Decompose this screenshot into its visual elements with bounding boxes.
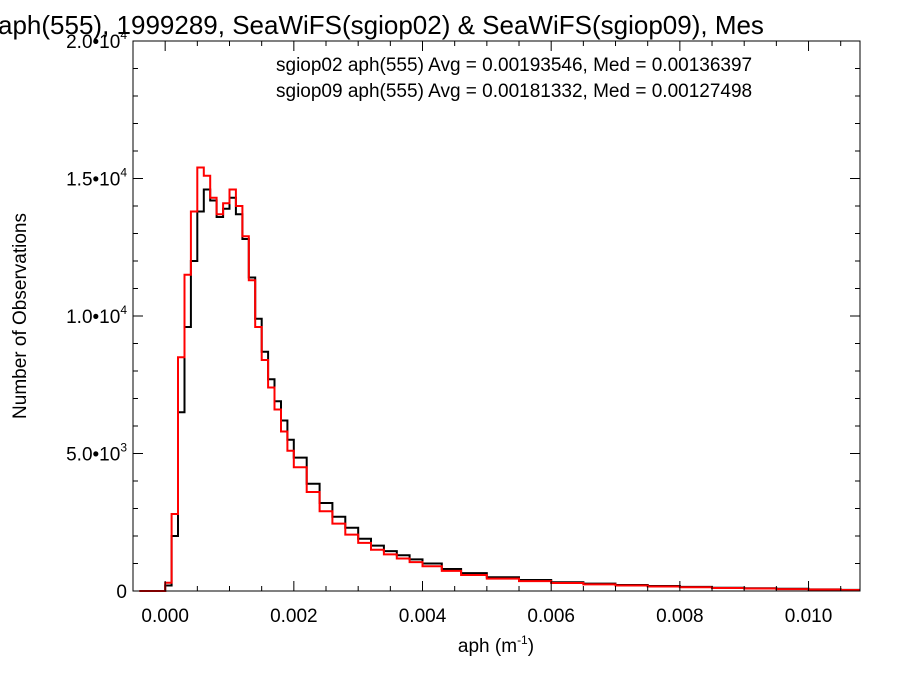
plot-frame [132, 40, 861, 592]
x-tick-label: 0.006 [527, 606, 575, 627]
x-tick-label: 0.008 [656, 606, 704, 627]
annotation-sgiop02: sgiop02 aph(555) Avg = 0.00193546, Med =… [276, 55, 752, 76]
y-tick-label-exponent: 3 [120, 441, 127, 455]
y-tick-label: 5.0•103 [66, 441, 127, 466]
x-tick-label: 0.004 [399, 606, 447, 627]
histogram-curves [139, 166, 860, 592]
series-line-sgiop09 [139, 166, 860, 592]
x-axis-ticks: 0.000 0.002 0.004 0.006 0.008 0.010 [141, 41, 842, 627]
y-tick-label-mantissa: 1.0•10 [66, 307, 120, 328]
y-axis-label: Number of Observations [10, 213, 31, 419]
y-tick-label: 1.0•104 [66, 303, 127, 328]
y-tick-label-exponent: 4 [120, 28, 127, 42]
x-axis-label-exponent: -1 [517, 633, 528, 647]
y-tick-label: 1.5•104 [66, 166, 127, 191]
x-axis-label-base: aph (m [458, 636, 517, 657]
x-tick-label: 0.000 [141, 606, 189, 627]
x-axis-label: aph (m-1) [458, 633, 534, 657]
x-tick-label: 0.010 [785, 606, 833, 627]
series-line-sgiop02 [139, 188, 860, 592]
y-tick-label: 2.0•104 [66, 28, 127, 53]
annotation-sgiop09: sgiop09 aph(555) Avg = 0.00181332, Med =… [276, 81, 752, 102]
y-tick-label-mantissa: 1.5•10 [66, 170, 120, 191]
x-axis-label-end: ) [528, 636, 534, 657]
y-tick-label: 0 [116, 582, 127, 603]
chart-title: aph(555), 1999289, SeaWiFS(sgiop02) & Se… [0, 10, 764, 40]
y-tick-label-mantissa: 0 [116, 582, 127, 603]
y-tick-label-exponent: 4 [120, 303, 127, 317]
y-tick-label-exponent: 4 [120, 166, 127, 180]
y-tick-label-mantissa: 5.0•10 [66, 445, 120, 466]
y-tick-label-mantissa: 2.0•10 [66, 32, 120, 53]
x-tick-label: 0.002 [270, 606, 318, 627]
